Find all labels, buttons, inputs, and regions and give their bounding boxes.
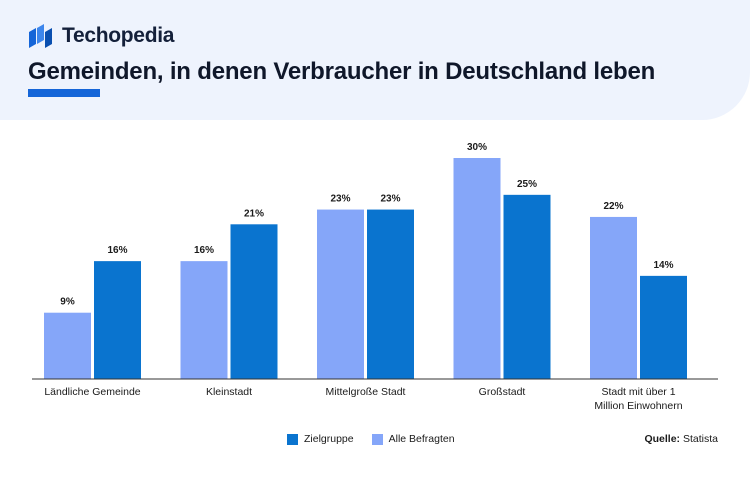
brand-name: Techopedia — [62, 24, 175, 47]
legend-item-alle-befragten[interactable]: Alle Befragten — [371, 433, 455, 445]
techopedia-logo-icon — [29, 24, 52, 48]
category-label-5: Stadt mit über 1 Million Einwohnern — [594, 386, 682, 412]
legend-swatch-alle-befragten — [371, 433, 383, 445]
bar-alle-befragten-4[interactable] — [453, 158, 501, 379]
source-note: Quelle: Statista — [644, 433, 718, 445]
data-label-zielgruppe-3: 23% — [380, 194, 400, 205]
category-label-1: Ländliche Gemeinde — [44, 386, 140, 398]
data-label-group: 9% 16% 16% 21% 23% 23% 30% 25% 22% 14% — [60, 142, 673, 308]
category-label-2: Kleinstadt — [206, 386, 252, 398]
legend-label-alle-befragten: Alle Befragten — [388, 433, 455, 445]
brand[interactable]: Techopedia — [28, 23, 174, 49]
bar-alle-befragten-2[interactable] — [180, 261, 228, 379]
bar-alle-befragten-3[interactable] — [317, 209, 364, 379]
bar-zielgruppe-5[interactable] — [640, 275, 687, 379]
category-label-3: Mittelgroße Stadt — [326, 386, 406, 398]
source-value: Statista — [682, 433, 718, 445]
data-label-alle-befragten-2: 16% — [194, 245, 214, 256]
legend-swatch-zielgruppe — [287, 433, 298, 445]
data-label-zielgruppe-2: 21% — [244, 208, 264, 219]
category-label-4: Großstadt — [479, 386, 526, 398]
data-label-alle-befragten-5: 22% — [603, 201, 623, 212]
data-label-alle-befragten-4: 30% — [467, 142, 487, 153]
source-label: Quelle: — [644, 433, 681, 445]
data-label-alle-befragten-3: 23% — [330, 194, 350, 205]
bar-zielgruppe-1[interactable] — [94, 261, 141, 379]
legend-item-zielgruppe[interactable]: Zielgruppe — [287, 433, 354, 445]
category-label-group: Ländliche Gemeinde Kleinstadt Mittelgroße … — [44, 386, 682, 412]
bar-alle-befragten-5[interactable] — [590, 216, 637, 379]
bar-zielgruppe-3[interactable] — [367, 209, 414, 379]
bar-chart: 9% 16% 16% 21% 23% 23% 30% 25% 22% 14% Ländliche … — [32, 142, 718, 412]
bar-zielgruppe-4[interactable] — [503, 194, 551, 379]
header-background — [0, 0, 750, 120]
legend-label-zielgruppe: Zielgruppe — [304, 433, 354, 445]
title-underline — [28, 89, 100, 97]
data-label-alle-befragten-1: 9% — [60, 297, 75, 308]
bar-zielgruppe-2[interactable] — [230, 224, 278, 379]
bar-alle-befragten-1[interactable] — [44, 312, 91, 379]
legend: Zielgruppe Alle Befragten — [287, 433, 473, 445]
data-label-zielgruppe-1: 16% — [107, 245, 127, 256]
data-label-zielgruppe-5: 14% — [653, 260, 673, 271]
chart-title: Gemeinden, in denen Verbraucher in Deuts… — [28, 58, 656, 85]
data-label-zielgruppe-4: 25% — [517, 179, 537, 190]
bar-group — [44, 158, 687, 379]
